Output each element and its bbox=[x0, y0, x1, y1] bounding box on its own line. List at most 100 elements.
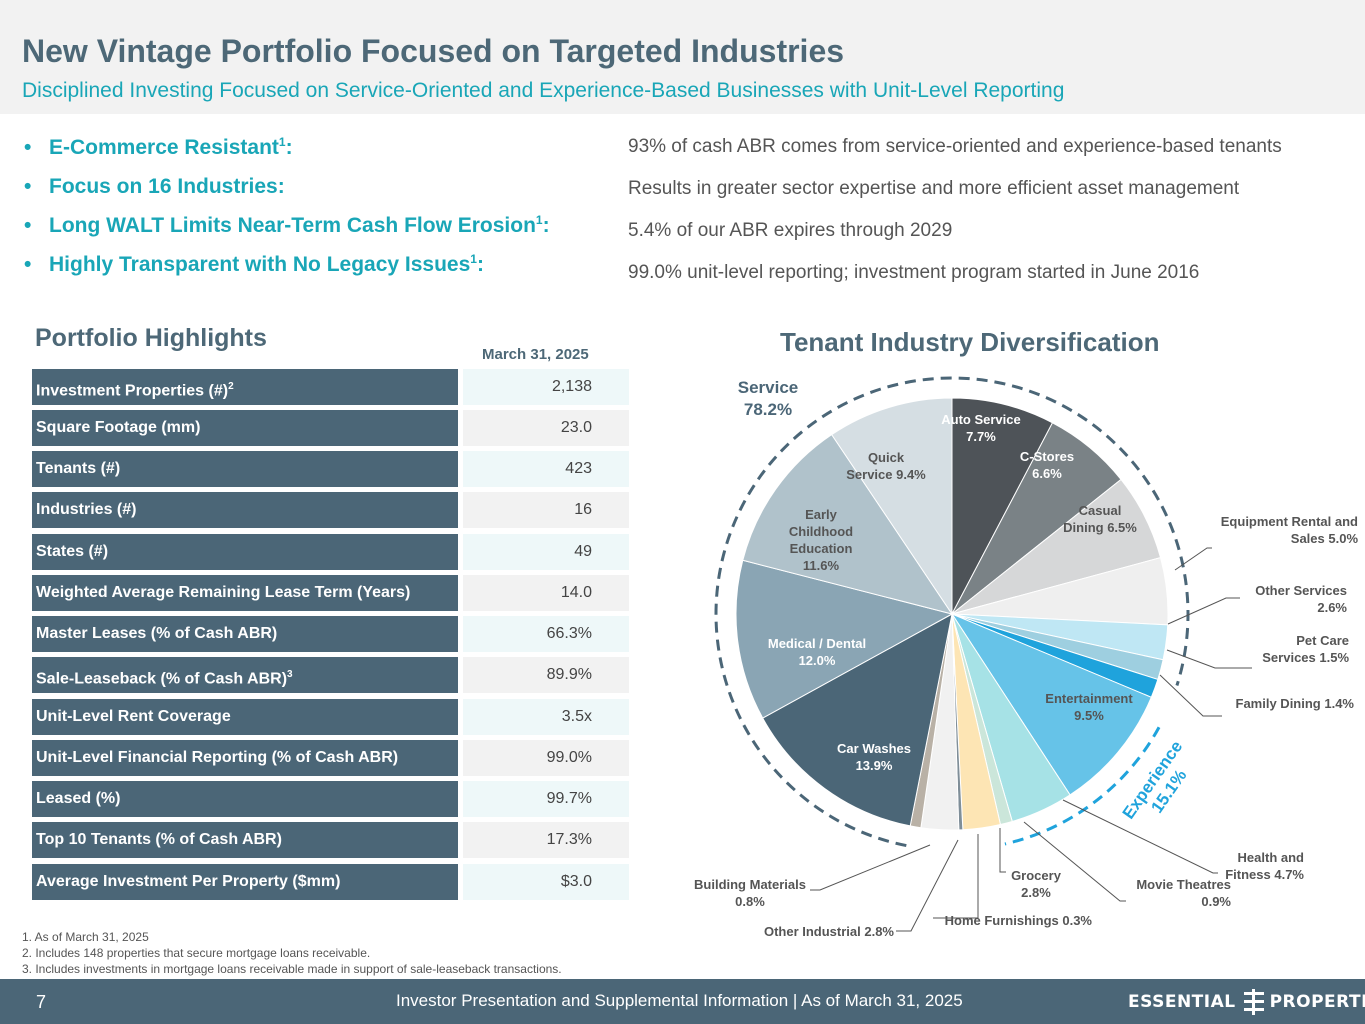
leader-line bbox=[1062, 799, 1218, 874]
row-value: 23.0 bbox=[463, 410, 629, 446]
slice-label: C-Stores 6.6% bbox=[1020, 449, 1074, 481]
table-row: Top 10 Tenants (% of Cash ABR) 17.3% bbox=[32, 822, 629, 858]
table-row: Sale-Leaseback (% of Cash ABR)3 89.9% bbox=[32, 657, 629, 693]
row-value: 99.7% bbox=[463, 781, 629, 817]
leader-line bbox=[896, 839, 959, 932]
footnote: 3. Includes investments in mortgage loan… bbox=[22, 962, 562, 976]
table-row: Square Footage (mm) 23.0 bbox=[32, 410, 629, 446]
leader-line bbox=[1166, 649, 1252, 669]
company-logo: ESSENTIALPROPERTIES bbox=[1128, 989, 1365, 1015]
row-value: 16 bbox=[463, 492, 629, 528]
footnote-ref: 1 bbox=[470, 252, 477, 266]
footer-bar: 7 Investor Presentation and Supplemental… bbox=[0, 979, 1365, 1024]
slice-label: Health and Fitness 4.7% bbox=[1225, 850, 1304, 882]
pie-slice-medical-dental bbox=[735, 559, 954, 719]
leader-line bbox=[1167, 597, 1240, 625]
slice-label: Entertainment 9.5% bbox=[1045, 691, 1133, 723]
row-label: Average Investment Per Property ($mm) bbox=[32, 864, 458, 900]
row-label: Unit-Level Financial Reporting (% of Cas… bbox=[32, 740, 458, 776]
slice-label: Grocery 2.8% bbox=[1011, 868, 1062, 900]
leader-line bbox=[1023, 821, 1126, 902]
row-value: 49 bbox=[463, 534, 629, 570]
pie-slice-early-childhood-education bbox=[742, 433, 954, 615]
row-value: $3.0 bbox=[463, 864, 629, 900]
slice-label: Building Materials 0.8% bbox=[694, 877, 806, 909]
slice-label: Other Industrial 2.8% bbox=[764, 924, 894, 939]
highlights-date-header: March 31, 2025 bbox=[482, 346, 589, 363]
row-label: Square Footage (mm) bbox=[32, 410, 458, 446]
table-row: States (#) 49 bbox=[32, 534, 629, 570]
row-label: Top 10 Tenants (% of Cash ABR) bbox=[32, 822, 458, 858]
pie-slice-entertainment bbox=[950, 612, 1152, 796]
bullet-label: E-Commerce Resistant bbox=[49, 136, 279, 159]
row-value: 423 bbox=[463, 451, 629, 487]
pie-slice-auto-service bbox=[951, 397, 1054, 615]
row-value: 17.3% bbox=[463, 822, 629, 858]
page-number: 7 bbox=[36, 992, 47, 1012]
leader-line bbox=[999, 828, 1006, 873]
experience-group-arc bbox=[1004, 726, 1161, 846]
slice-label: Other Services 2.6% bbox=[1255, 583, 1347, 615]
leader-line bbox=[1159, 674, 1222, 717]
row-label: Industries (#) bbox=[32, 492, 458, 528]
slice-label: Car Washes 13.9% bbox=[837, 741, 911, 773]
row-value: 89.9% bbox=[463, 657, 629, 693]
footnotes: 1. As of March 31, 2025 2. Includes 148 … bbox=[22, 929, 562, 977]
slice-label: Family Dining 1.4% bbox=[1236, 696, 1355, 711]
row-label: Weighted Average Remaining Lease Term (Y… bbox=[32, 575, 458, 611]
bullet-ecommerce: • E-Commerce Resistant1: bbox=[24, 135, 293, 159]
slice-label: Quick Service 9.4% bbox=[846, 450, 926, 482]
slice-label: Equipment Rental and Sales 5.0% bbox=[1221, 514, 1359, 546]
table-row: Tenants (#) 423 bbox=[32, 451, 629, 487]
bullet-detail: 99.0% unit-level reporting; investment p… bbox=[628, 262, 1200, 283]
table-row: Average Investment Per Property ($mm) $3.… bbox=[32, 864, 629, 900]
table-row: Unit-Level Rent Coverage 3.5x bbox=[32, 699, 629, 735]
leader-line bbox=[1174, 547, 1212, 571]
table-row: Master Leases (% of Cash ABR) 66.3% bbox=[32, 616, 629, 652]
table-row: Unit-Level Financial Reporting (% of Cas… bbox=[32, 740, 629, 776]
header-band: New Vintage Portfolio Focused on Targete… bbox=[0, 0, 1365, 114]
bullet-industries: • Focus on 16 Industries: bbox=[24, 175, 285, 198]
row-value: 14.0 bbox=[463, 575, 629, 611]
table-row: Investment Properties (#)2 2,138 bbox=[32, 369, 629, 405]
row-value: 3.5x bbox=[463, 699, 629, 735]
table-row: Leased (%) 99.7% bbox=[32, 781, 629, 817]
footnote-ref: 1 bbox=[278, 135, 286, 149]
slice-label: Pet Care Services 1.5% bbox=[1262, 633, 1349, 665]
service-group-arc bbox=[714, 376, 1190, 848]
service-group-value: 78.2% bbox=[744, 400, 792, 419]
pie-slice-quick-service bbox=[831, 397, 953, 616]
chart-title: Tenant Industry Diversification bbox=[780, 327, 1160, 357]
leader-line bbox=[810, 844, 931, 891]
slice-label: Home Furnishings 0.3% bbox=[945, 913, 1093, 928]
table-row: Industries (#) 16 bbox=[32, 492, 629, 528]
service-group-name: Service bbox=[738, 378, 799, 397]
slice-label: Medical / Dental 12.0% bbox=[768, 636, 866, 668]
slice-label: Early Childhood Education 11.6% bbox=[789, 507, 853, 573]
row-label: States (#) bbox=[32, 534, 458, 570]
bullet-transparent: • Highly Transparent with No Legacy Issue… bbox=[24, 252, 484, 276]
footnote-ref: 1 bbox=[535, 213, 543, 227]
bullet-label: Long WALT Limits Near-Term Cash Flow Ero… bbox=[49, 214, 536, 237]
table-row: Weighted Average Remaining Lease Term (Y… bbox=[32, 575, 629, 611]
pie-slice-car-washes bbox=[762, 613, 953, 827]
page-subtitle: Disciplined Investing Focused on Service… bbox=[22, 79, 1065, 102]
row-label: Leased (%) bbox=[32, 781, 458, 817]
bullet-detail: 93% of cash ABR comes from service-orien… bbox=[628, 136, 1282, 157]
row-value: 99.0% bbox=[463, 740, 629, 776]
slice-label: Casual Dining 6.5% bbox=[1063, 503, 1137, 535]
footer-text: Investor Presentation and Supplemental I… bbox=[396, 991, 963, 1010]
bullet-label: Focus on 16 Industries: bbox=[49, 175, 285, 198]
industry-pie-chart: Auto Service 7.7%C-Stores 6.6% Casual Dining… bbox=[694, 376, 1359, 939]
highlights-title: Portfolio Highlights bbox=[35, 324, 267, 352]
footnote: 1. As of March 31, 2025 bbox=[22, 930, 149, 944]
slice-label: Auto Service 7.7% bbox=[941, 412, 1020, 444]
bullet-detail: 5.4% of our ABR expires through 2029 bbox=[628, 220, 953, 241]
footnote: 2. Includes 148 properties that secure m… bbox=[22, 946, 371, 960]
bullet-walt: • Long WALT Limits Near-Term Cash Flow Er… bbox=[24, 213, 550, 237]
row-value: 66.3% bbox=[463, 616, 629, 652]
leader-line bbox=[933, 834, 979, 919]
row-value: 2,138 bbox=[463, 369, 629, 405]
row-label: Unit-Level Rent Coverage bbox=[32, 699, 458, 735]
logo-mark-icon bbox=[1242, 989, 1264, 1015]
